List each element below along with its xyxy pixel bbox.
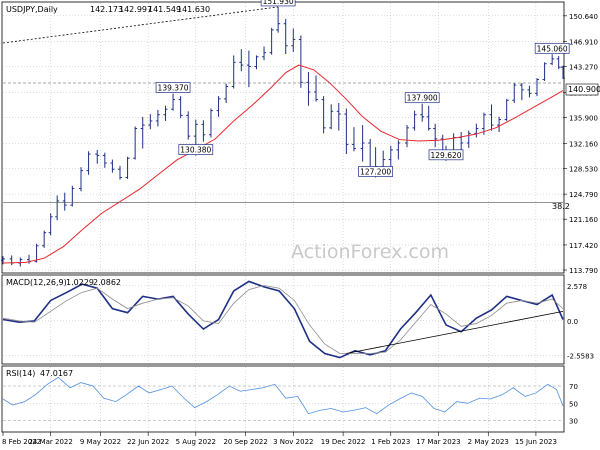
annotation-label: 139.370 (158, 84, 189, 93)
macd-line (2, 280, 564, 359)
current-price-box (565, 83, 599, 96)
macd-tick-label: -2.5583 (567, 353, 594, 361)
ohlc-high: 142.997 (119, 5, 152, 14)
macd-signal-line (2, 285, 564, 354)
x-tick-label: 2 May 2023 (468, 438, 509, 446)
x-tick-label: 20 Sep 2022 (223, 438, 267, 446)
price-tick-label: 113.790 (569, 267, 598, 275)
gridlines (3, 3, 563, 431)
price-tick-label: 128.530 (569, 165, 598, 173)
rsi-tick-label: 70 (569, 383, 578, 391)
annotation-label: 129.620 (431, 151, 462, 160)
x-tick-label: 17 Mar 2023 (416, 438, 460, 446)
macd-value: 1.0229 (66, 278, 94, 287)
annotation-box (534, 42, 570, 54)
rsi-tick-label: 30 (569, 418, 578, 426)
line-series (2, 6, 564, 415)
x-tick-label: 24 Mar 2022 (28, 438, 72, 446)
price-annotations: 151.930 139.370 130.380 137.900 127.200 129.6… (155, 0, 570, 177)
price-tick-label: 132.160 (569, 140, 598, 148)
candlestick-series (1, 6, 565, 267)
macd-signal-value: 2.0862 (93, 278, 121, 287)
x-tick-label: 19 Dec 2022 (321, 438, 366, 446)
ohlc-close: 141.630 (177, 5, 210, 14)
annotation-box (178, 144, 214, 155)
current-price-label: 140.900 (568, 85, 600, 94)
x-tick-label: 1 Feb 2023 (371, 438, 410, 446)
price-tick-label: 135.900 (569, 114, 598, 122)
price-tick-label: 143.270 (569, 64, 598, 72)
annotation-box (155, 82, 191, 93)
annotation-label: 130.380 (180, 146, 211, 155)
rsi-line (2, 376, 564, 415)
rsi-tick-label: 50 (569, 400, 578, 408)
price-tick-label: 150.640 (569, 13, 598, 21)
macd-tick-label: 2.578 (567, 283, 587, 291)
annotation-box (428, 149, 464, 161)
ohlc-low: 141.549 (148, 5, 181, 14)
macd-tick-label: 0.0 (567, 318, 578, 326)
annotation-box (358, 166, 393, 177)
x-tick-label: 8 Feb 2022 (2, 438, 41, 446)
price-tick-label: 121.160 (569, 216, 598, 224)
price-tick-label: 124.790 (569, 191, 598, 199)
rsi-panel-frame (1, 365, 565, 433)
ohlc-open: 142.173 (90, 5, 123, 14)
x-tick-label: 22 Jun 2022 (127, 438, 169, 446)
x-tick-label: 9 May 2022 (80, 438, 121, 446)
rsi-value: 47.0167 (40, 369, 73, 378)
watermark: ActionForex.com (291, 241, 449, 263)
x-tick-label: 15 Jun 2023 (515, 438, 557, 446)
macd-panel-frame (1, 274, 565, 365)
annotation-box (260, 0, 296, 7)
rsi-title: RSI(14) (6, 369, 35, 378)
price-tick-label: 146.910 (569, 39, 598, 47)
price-tick-label: 117.420 (569, 242, 598, 250)
x-tick-label: 3 Nov 2022 (273, 438, 313, 446)
annotation-label: 145.060 (537, 44, 568, 53)
annotation-label: 137.900 (407, 94, 438, 103)
annotation-label: 127.200 (360, 168, 391, 177)
symbol-label: USDJPY,Daily (6, 5, 58, 14)
price-panel-frame (1, 1, 565, 274)
x-tick-label: 5 Aug 2022 (176, 438, 216, 446)
macd-title: MACD(12,26,9) (6, 278, 67, 287)
fib-level-label: 38.2 (552, 202, 570, 211)
macd-trendline (346, 310, 564, 354)
moving-average-line (2, 64, 564, 264)
annotation-label: 151.930 (263, 0, 294, 6)
annotation-box (404, 92, 440, 104)
